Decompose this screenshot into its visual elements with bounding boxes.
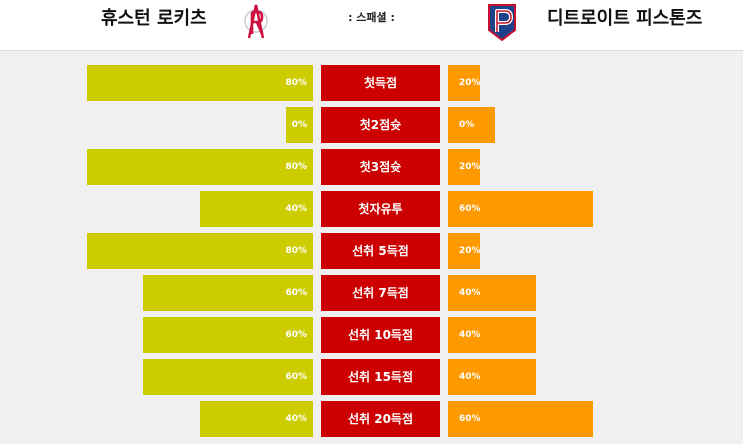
home-percent: 80% xyxy=(285,162,307,172)
home-bar: 80% xyxy=(87,149,313,185)
away-percent: 20% xyxy=(459,246,481,256)
home-bar: 60% xyxy=(143,359,313,395)
home-percent: 40% xyxy=(285,204,307,214)
away-percent: 40% xyxy=(459,372,481,382)
away-bar: 20% xyxy=(448,233,481,269)
home-bar: 60% xyxy=(143,275,313,311)
away-percent: 60% xyxy=(459,414,481,424)
away-percent: 60% xyxy=(459,204,481,214)
away-bar: 40% xyxy=(448,317,536,353)
away-bar: 40% xyxy=(448,275,536,311)
home-bar: 40% xyxy=(200,191,313,227)
home-percent: 40% xyxy=(285,414,307,424)
home-bar: 40% xyxy=(200,401,313,437)
away-bar: 60% xyxy=(448,401,593,437)
stat-label: 첫자유투 xyxy=(321,191,440,227)
away-bar: 0% xyxy=(448,107,495,143)
stat-row: 60% 선취 10득점 40% xyxy=(0,317,743,353)
home-percent: 80% xyxy=(285,246,307,256)
away-team-name: 디트로이트 피스톤즈 xyxy=(547,8,703,29)
home-team-name: 휴스턴 로키츠 xyxy=(101,8,207,29)
special-title: : 스패셜 : xyxy=(348,11,395,24)
home-percent: 60% xyxy=(285,288,307,298)
home-percent: 0% xyxy=(291,120,307,130)
stat-label: 첫득점 xyxy=(321,65,440,101)
stat-label: 선취 7득점 xyxy=(321,275,440,311)
stat-label: 선취 15득점 xyxy=(321,359,440,395)
stat-row: 60% 선취 15득점 40% xyxy=(0,359,743,395)
stat-label: 첫3점슛 xyxy=(321,149,440,185)
home-percent: 80% xyxy=(285,78,307,88)
stat-label: 첫2점슛 xyxy=(321,107,440,143)
away-percent: 0% xyxy=(459,120,475,130)
home-percent: 60% xyxy=(285,372,307,382)
away-bar: 40% xyxy=(448,359,536,395)
rockets-logo-icon xyxy=(244,4,268,39)
away-bar: 60% xyxy=(448,191,593,227)
stat-row: 60% 선취 7득점 40% xyxy=(0,275,743,311)
stat-label: 선취 20득점 xyxy=(321,401,440,437)
match-header: 휴스턴 로키츠 : 스패셜 : 디트로이트 피스톤즈 xyxy=(0,0,743,51)
away-bar: 20% xyxy=(448,65,481,101)
home-bar: 80% xyxy=(87,233,313,269)
stat-row: 80% 선취 5득점 20% xyxy=(0,233,743,269)
stat-row: 80% 첫득점 20% xyxy=(0,65,743,101)
stat-row: 40% 선취 20득점 60% xyxy=(0,401,743,437)
away-percent: 40% xyxy=(459,330,481,340)
away-bar: 20% xyxy=(448,149,481,185)
stat-row: 0% 첫2점슛 0% xyxy=(0,107,743,143)
stat-row: 80% 첫3점슛 20% xyxy=(0,149,743,185)
stat-label: 선취 5득점 xyxy=(321,233,440,269)
pistons-logo-icon xyxy=(488,4,516,41)
stat-label: 선취 10득점 xyxy=(321,317,440,353)
home-bar: 0% xyxy=(286,107,313,143)
home-bar: 60% xyxy=(143,317,313,353)
away-percent: 20% xyxy=(459,162,481,172)
away-percent: 20% xyxy=(459,78,481,88)
home-percent: 60% xyxy=(285,330,307,340)
away-percent: 40% xyxy=(459,288,481,298)
stat-row: 40% 첫자유투 60% xyxy=(0,191,743,227)
home-bar: 80% xyxy=(87,65,313,101)
